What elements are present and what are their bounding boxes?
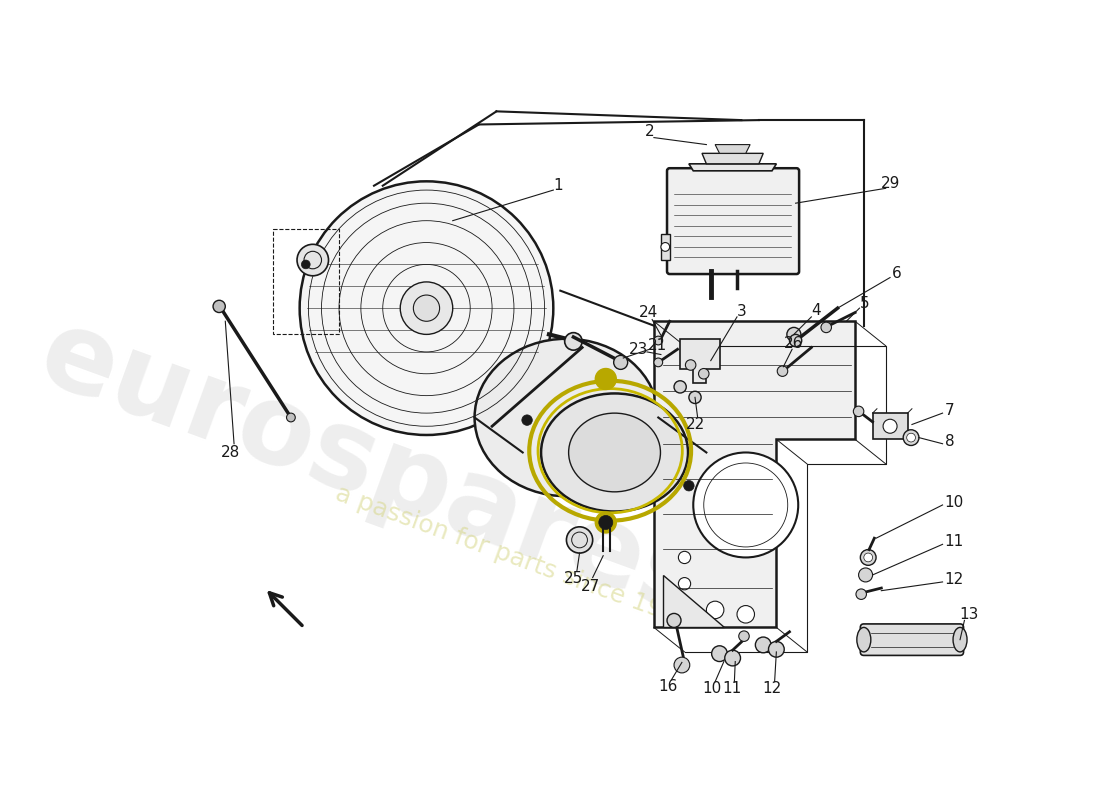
- Text: a passion for parts since 1985: a passion for parts since 1985: [332, 482, 696, 634]
- Circle shape: [400, 282, 453, 334]
- Polygon shape: [662, 575, 724, 627]
- Circle shape: [860, 550, 876, 566]
- Text: 25: 25: [564, 571, 583, 586]
- Circle shape: [693, 453, 799, 558]
- Circle shape: [864, 553, 872, 562]
- Polygon shape: [702, 154, 763, 164]
- Text: 10: 10: [944, 495, 964, 510]
- Circle shape: [598, 515, 613, 530]
- Circle shape: [521, 415, 532, 426]
- Circle shape: [778, 366, 788, 376]
- Ellipse shape: [474, 338, 658, 496]
- Circle shape: [286, 413, 295, 422]
- FancyBboxPatch shape: [667, 168, 799, 274]
- Circle shape: [595, 369, 616, 390]
- Circle shape: [564, 333, 582, 350]
- Text: 11: 11: [722, 681, 741, 696]
- Polygon shape: [661, 234, 670, 260]
- Circle shape: [653, 336, 662, 345]
- Circle shape: [706, 601, 724, 618]
- Circle shape: [653, 358, 662, 366]
- Text: 21: 21: [648, 338, 667, 354]
- Circle shape: [689, 391, 701, 403]
- Circle shape: [667, 614, 681, 627]
- Circle shape: [790, 334, 802, 346]
- Circle shape: [297, 244, 329, 276]
- Text: 23: 23: [629, 342, 649, 357]
- Text: 16: 16: [658, 678, 678, 694]
- Circle shape: [712, 646, 727, 662]
- Circle shape: [854, 406, 864, 417]
- Polygon shape: [715, 145, 750, 154]
- Text: 11: 11: [944, 534, 964, 550]
- Circle shape: [856, 589, 867, 599]
- Circle shape: [698, 369, 710, 379]
- Circle shape: [301, 260, 310, 269]
- Circle shape: [821, 322, 832, 333]
- Polygon shape: [872, 413, 908, 439]
- Text: 26: 26: [784, 336, 803, 350]
- Ellipse shape: [953, 627, 967, 652]
- Circle shape: [725, 650, 740, 666]
- Text: 29: 29: [880, 175, 900, 190]
- Circle shape: [769, 642, 784, 657]
- Polygon shape: [689, 164, 777, 171]
- Circle shape: [739, 631, 749, 642]
- Circle shape: [674, 657, 690, 673]
- Circle shape: [737, 606, 755, 623]
- Text: 28: 28: [221, 445, 240, 460]
- Circle shape: [414, 295, 440, 322]
- Circle shape: [903, 430, 918, 446]
- Ellipse shape: [569, 413, 660, 492]
- Circle shape: [679, 551, 691, 563]
- Text: 5: 5: [860, 296, 869, 311]
- Circle shape: [786, 327, 801, 342]
- Circle shape: [566, 527, 593, 553]
- Text: 1: 1: [553, 178, 562, 193]
- Text: 13: 13: [959, 607, 979, 622]
- Circle shape: [595, 512, 616, 533]
- Circle shape: [661, 242, 670, 251]
- Circle shape: [906, 434, 915, 442]
- Polygon shape: [680, 338, 719, 382]
- Circle shape: [756, 637, 771, 653]
- Circle shape: [883, 419, 898, 434]
- Text: 10: 10: [702, 681, 722, 696]
- Polygon shape: [653, 322, 855, 627]
- Circle shape: [299, 182, 553, 435]
- Text: 8: 8: [945, 434, 955, 450]
- Circle shape: [680, 601, 697, 618]
- Text: 24: 24: [639, 305, 658, 320]
- Text: 12: 12: [762, 681, 782, 696]
- Text: 6: 6: [892, 266, 902, 281]
- Circle shape: [614, 355, 628, 370]
- Circle shape: [213, 300, 226, 313]
- Text: 2: 2: [645, 124, 654, 139]
- Text: 22: 22: [686, 417, 705, 432]
- Circle shape: [859, 568, 872, 582]
- Ellipse shape: [857, 627, 871, 652]
- Text: 27: 27: [581, 579, 601, 594]
- FancyBboxPatch shape: [860, 624, 964, 655]
- Circle shape: [683, 481, 694, 491]
- Text: 7: 7: [945, 403, 955, 418]
- Circle shape: [685, 360, 696, 370]
- Text: eurospares: eurospares: [25, 299, 723, 641]
- Ellipse shape: [541, 394, 688, 511]
- Text: 12: 12: [944, 572, 964, 587]
- Circle shape: [679, 578, 691, 590]
- Text: 3: 3: [737, 304, 746, 319]
- Circle shape: [674, 381, 686, 393]
- Text: 4: 4: [811, 303, 821, 318]
